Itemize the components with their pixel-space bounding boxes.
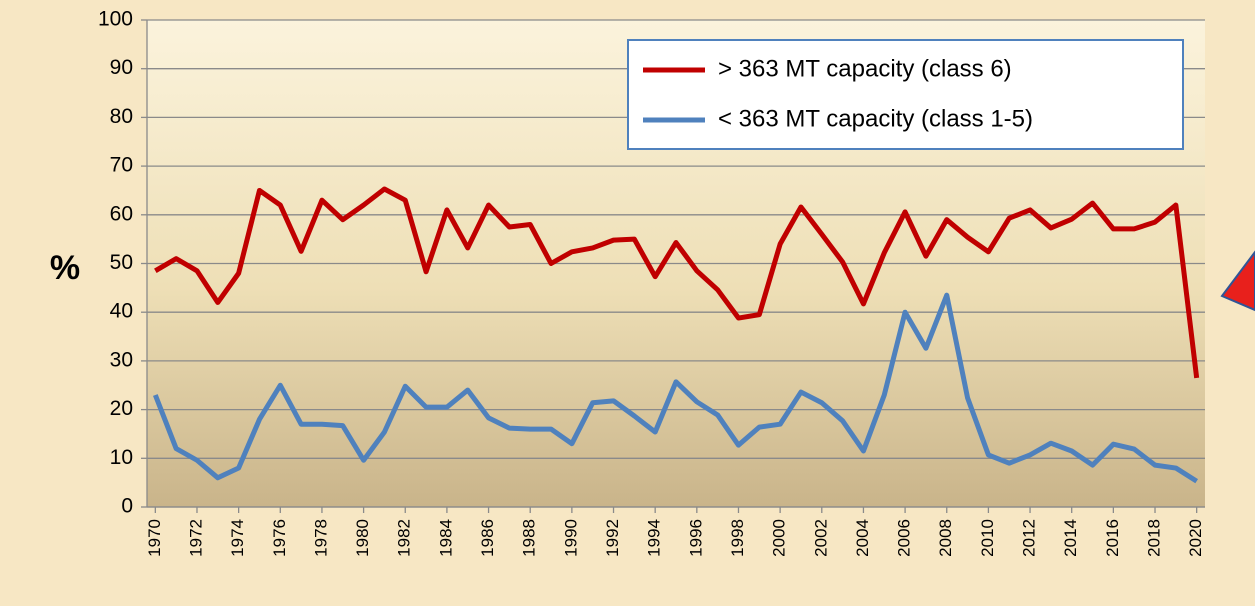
x-tick-label: 1994 <box>645 519 664 557</box>
x-tick-label: 2016 <box>1103 519 1122 557</box>
y-tick-label: 70 <box>110 154 133 177</box>
legend-label: < 363 MT capacity (class 1-5) <box>718 105 1033 132</box>
y-tick-label: 40 <box>110 300 133 323</box>
y-tick-label: 60 <box>110 202 133 225</box>
y-tick-label: 80 <box>110 105 133 128</box>
x-tick-label: 1982 <box>395 519 414 557</box>
y-tick-label: 50 <box>110 251 133 274</box>
x-tick-label: 2008 <box>936 519 955 557</box>
legend-label: > 363 MT capacity (class 6) <box>718 55 1012 82</box>
series-line <box>154 186 1200 379</box>
x-tick-label: 2002 <box>811 519 830 557</box>
x-tick-label: 1996 <box>686 519 705 557</box>
y-tick-label: 0 <box>121 495 133 518</box>
x-tick-label: 1992 <box>603 519 622 557</box>
x-tick-label: 2004 <box>853 519 872 557</box>
x-tick-label: 1988 <box>520 519 539 557</box>
x-tick-label: 2018 <box>1145 519 1164 557</box>
x-tick-label: 1984 <box>436 519 455 557</box>
x-tick-label: 2012 <box>1020 519 1039 557</box>
x-tick-label: 1986 <box>478 519 497 557</box>
x-tick-label: 1974 <box>228 519 247 557</box>
arrow <box>1220 250 1255 312</box>
x-tick-label: 2000 <box>770 519 789 557</box>
x-tick-label: 2006 <box>895 519 914 557</box>
x-tick-label: 2010 <box>978 519 997 557</box>
x-tick-label: 1970 <box>145 519 164 557</box>
x-tick-label: 1978 <box>311 519 330 557</box>
y-tick-label: 10 <box>110 446 133 469</box>
y-tick-label: 100 <box>98 8 133 31</box>
x-tick-label: 1972 <box>186 519 205 557</box>
y-axis-label: % <box>50 249 80 287</box>
series-line <box>153 292 1199 484</box>
y-tick-label: 90 <box>110 56 133 79</box>
x-tick-label: 1990 <box>561 519 580 557</box>
x-tick-label: 1980 <box>353 519 372 557</box>
x-tick-label: 1998 <box>728 519 747 557</box>
x-tick-label: 2014 <box>1061 519 1080 557</box>
x-tick-label: 2020 <box>1186 519 1205 557</box>
x-tick-label: 1976 <box>270 519 289 557</box>
y-tick-label: 30 <box>110 348 133 371</box>
legend-box <box>627 39 1184 150</box>
y-tick-label: 20 <box>110 397 133 420</box>
